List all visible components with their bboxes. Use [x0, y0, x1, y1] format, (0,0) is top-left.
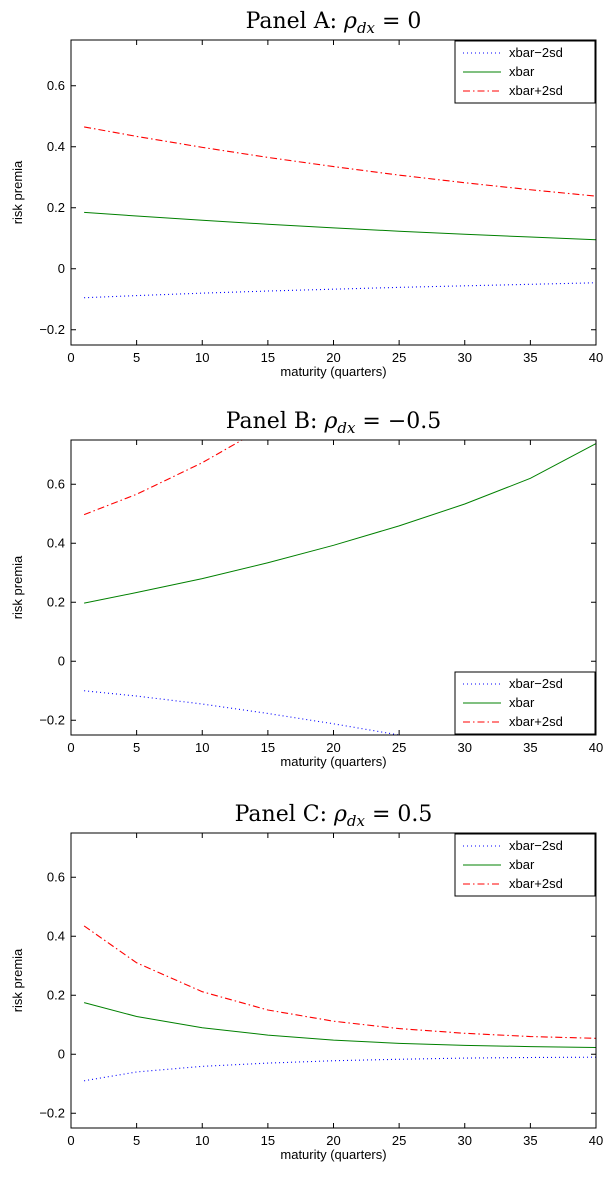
- y-tick-label: −0.2: [39, 1105, 65, 1120]
- legend: xbar−2sd xbar xbar+2sd: [454, 671, 596, 735]
- legend-label: xbar−2sd: [509, 45, 563, 60]
- y-axis-label: risk premia: [10, 555, 25, 619]
- x-tick-label: 40: [589, 1133, 603, 1148]
- legend: xbar−2sd xbar xbar+2sd: [454, 833, 596, 897]
- y-tick-label: 0.2: [47, 987, 65, 1002]
- y-tick-label: 0: [58, 653, 65, 668]
- y-tick-label: 0: [58, 261, 65, 276]
- x-tick-label: 40: [589, 350, 603, 365]
- x-tick-label: 20: [326, 350, 340, 365]
- y-tick-label: −0.2: [39, 712, 65, 727]
- x-tick-label: 10: [195, 350, 209, 365]
- y-tick-label: 0.2: [47, 200, 65, 215]
- x-tick-label: 25: [392, 350, 406, 365]
- x-tick-label: 25: [392, 740, 406, 755]
- x-tick-label: 35: [523, 1133, 537, 1148]
- legend-label: xbar: [509, 695, 535, 710]
- y-tick-label: 0.6: [47, 869, 65, 884]
- x-tick-label: 40: [589, 740, 603, 755]
- legend-label: xbar+2sd: [509, 83, 563, 98]
- x-tick-label: 5: [133, 350, 140, 365]
- chart-title: Panel A: ρdx = 0: [246, 9, 422, 37]
- legend-label: xbar−2sd: [509, 676, 563, 691]
- panel-c: Panel C: ρdx = 0.50 5 10 15 20 25 30 35 40−0.200…: [10, 802, 603, 1162]
- x-tick-label: 5: [133, 1133, 140, 1148]
- x-tick-label: 20: [326, 740, 340, 755]
- y-tick-label: 0.4: [47, 928, 65, 943]
- x-tick-label: 10: [195, 1133, 209, 1148]
- y-axis-label: risk premia: [10, 948, 25, 1012]
- legend: xbar−2sd xbar xbar+2sd: [454, 40, 596, 104]
- x-axis-label: maturity (quarters): [280, 364, 386, 379]
- y-tick-label: 0.6: [47, 476, 65, 491]
- legend-label: xbar+2sd: [509, 714, 563, 729]
- y-tick-label: −0.2: [39, 322, 65, 337]
- chart-title: Panel C: ρdx = 0.5: [235, 802, 433, 830]
- y-tick-label: 0.4: [47, 139, 65, 154]
- panel-a: Panel A: ρdx = 00 5 10 15 20 25 30 35 40−0.200.2…: [10, 9, 603, 379]
- x-tick-label: 20: [326, 1133, 340, 1148]
- y-tick-label: 0: [58, 1046, 65, 1061]
- y-tick-label: 0.2: [47, 594, 65, 609]
- chart-title: Panel B: ρdx = −0.5: [226, 409, 442, 437]
- series-line-xbar-plus-2sd: [83, 440, 244, 516]
- x-tick-label: 35: [523, 740, 537, 755]
- x-tick-label: 25: [392, 1133, 406, 1148]
- series-line-xbar: [83, 1002, 596, 1048]
- x-tick-label: 5: [133, 740, 140, 755]
- series-line-xbar-minus-2sd: [84, 282, 596, 299]
- panel-b: Panel B: ρdx = −0.50 5 10 15 20 25 30 35 40−0.20…: [10, 409, 603, 769]
- series-line-xbar: [84, 211, 596, 241]
- x-tick-label: 0: [67, 350, 74, 365]
- x-tick-label: 15: [261, 740, 275, 755]
- legend-label: xbar: [509, 857, 535, 872]
- x-tick-label: 15: [261, 1133, 275, 1148]
- series-line-xbar-plus-2sd: [83, 925, 596, 1039]
- series-line-xbar-minus-2sd: [84, 1056, 596, 1082]
- series-line-xbar-plus-2sd: [84, 126, 596, 197]
- x-tick-label: 10: [195, 740, 209, 755]
- legend-label: xbar+2sd: [509, 876, 563, 891]
- y-tick-label: 0.4: [47, 535, 65, 550]
- x-tick-label: 30: [458, 1133, 472, 1148]
- series-line-xbar: [84, 443, 596, 604]
- legend-label: xbar−2sd: [509, 838, 563, 853]
- y-axis-label: risk premia: [10, 160, 25, 224]
- x-tick-label: 35: [523, 350, 537, 365]
- x-axis-label: maturity (quarters): [280, 1147, 386, 1162]
- legend-label: xbar: [509, 64, 535, 79]
- x-axis-label: maturity (quarters): [280, 754, 386, 769]
- x-tick-label: 30: [458, 350, 472, 365]
- x-tick-label: 15: [261, 350, 275, 365]
- x-tick-label: 0: [67, 1133, 74, 1148]
- x-tick-label: 30: [458, 740, 472, 755]
- y-tick-label: 0.6: [47, 78, 65, 93]
- x-tick-label: 0: [67, 740, 74, 755]
